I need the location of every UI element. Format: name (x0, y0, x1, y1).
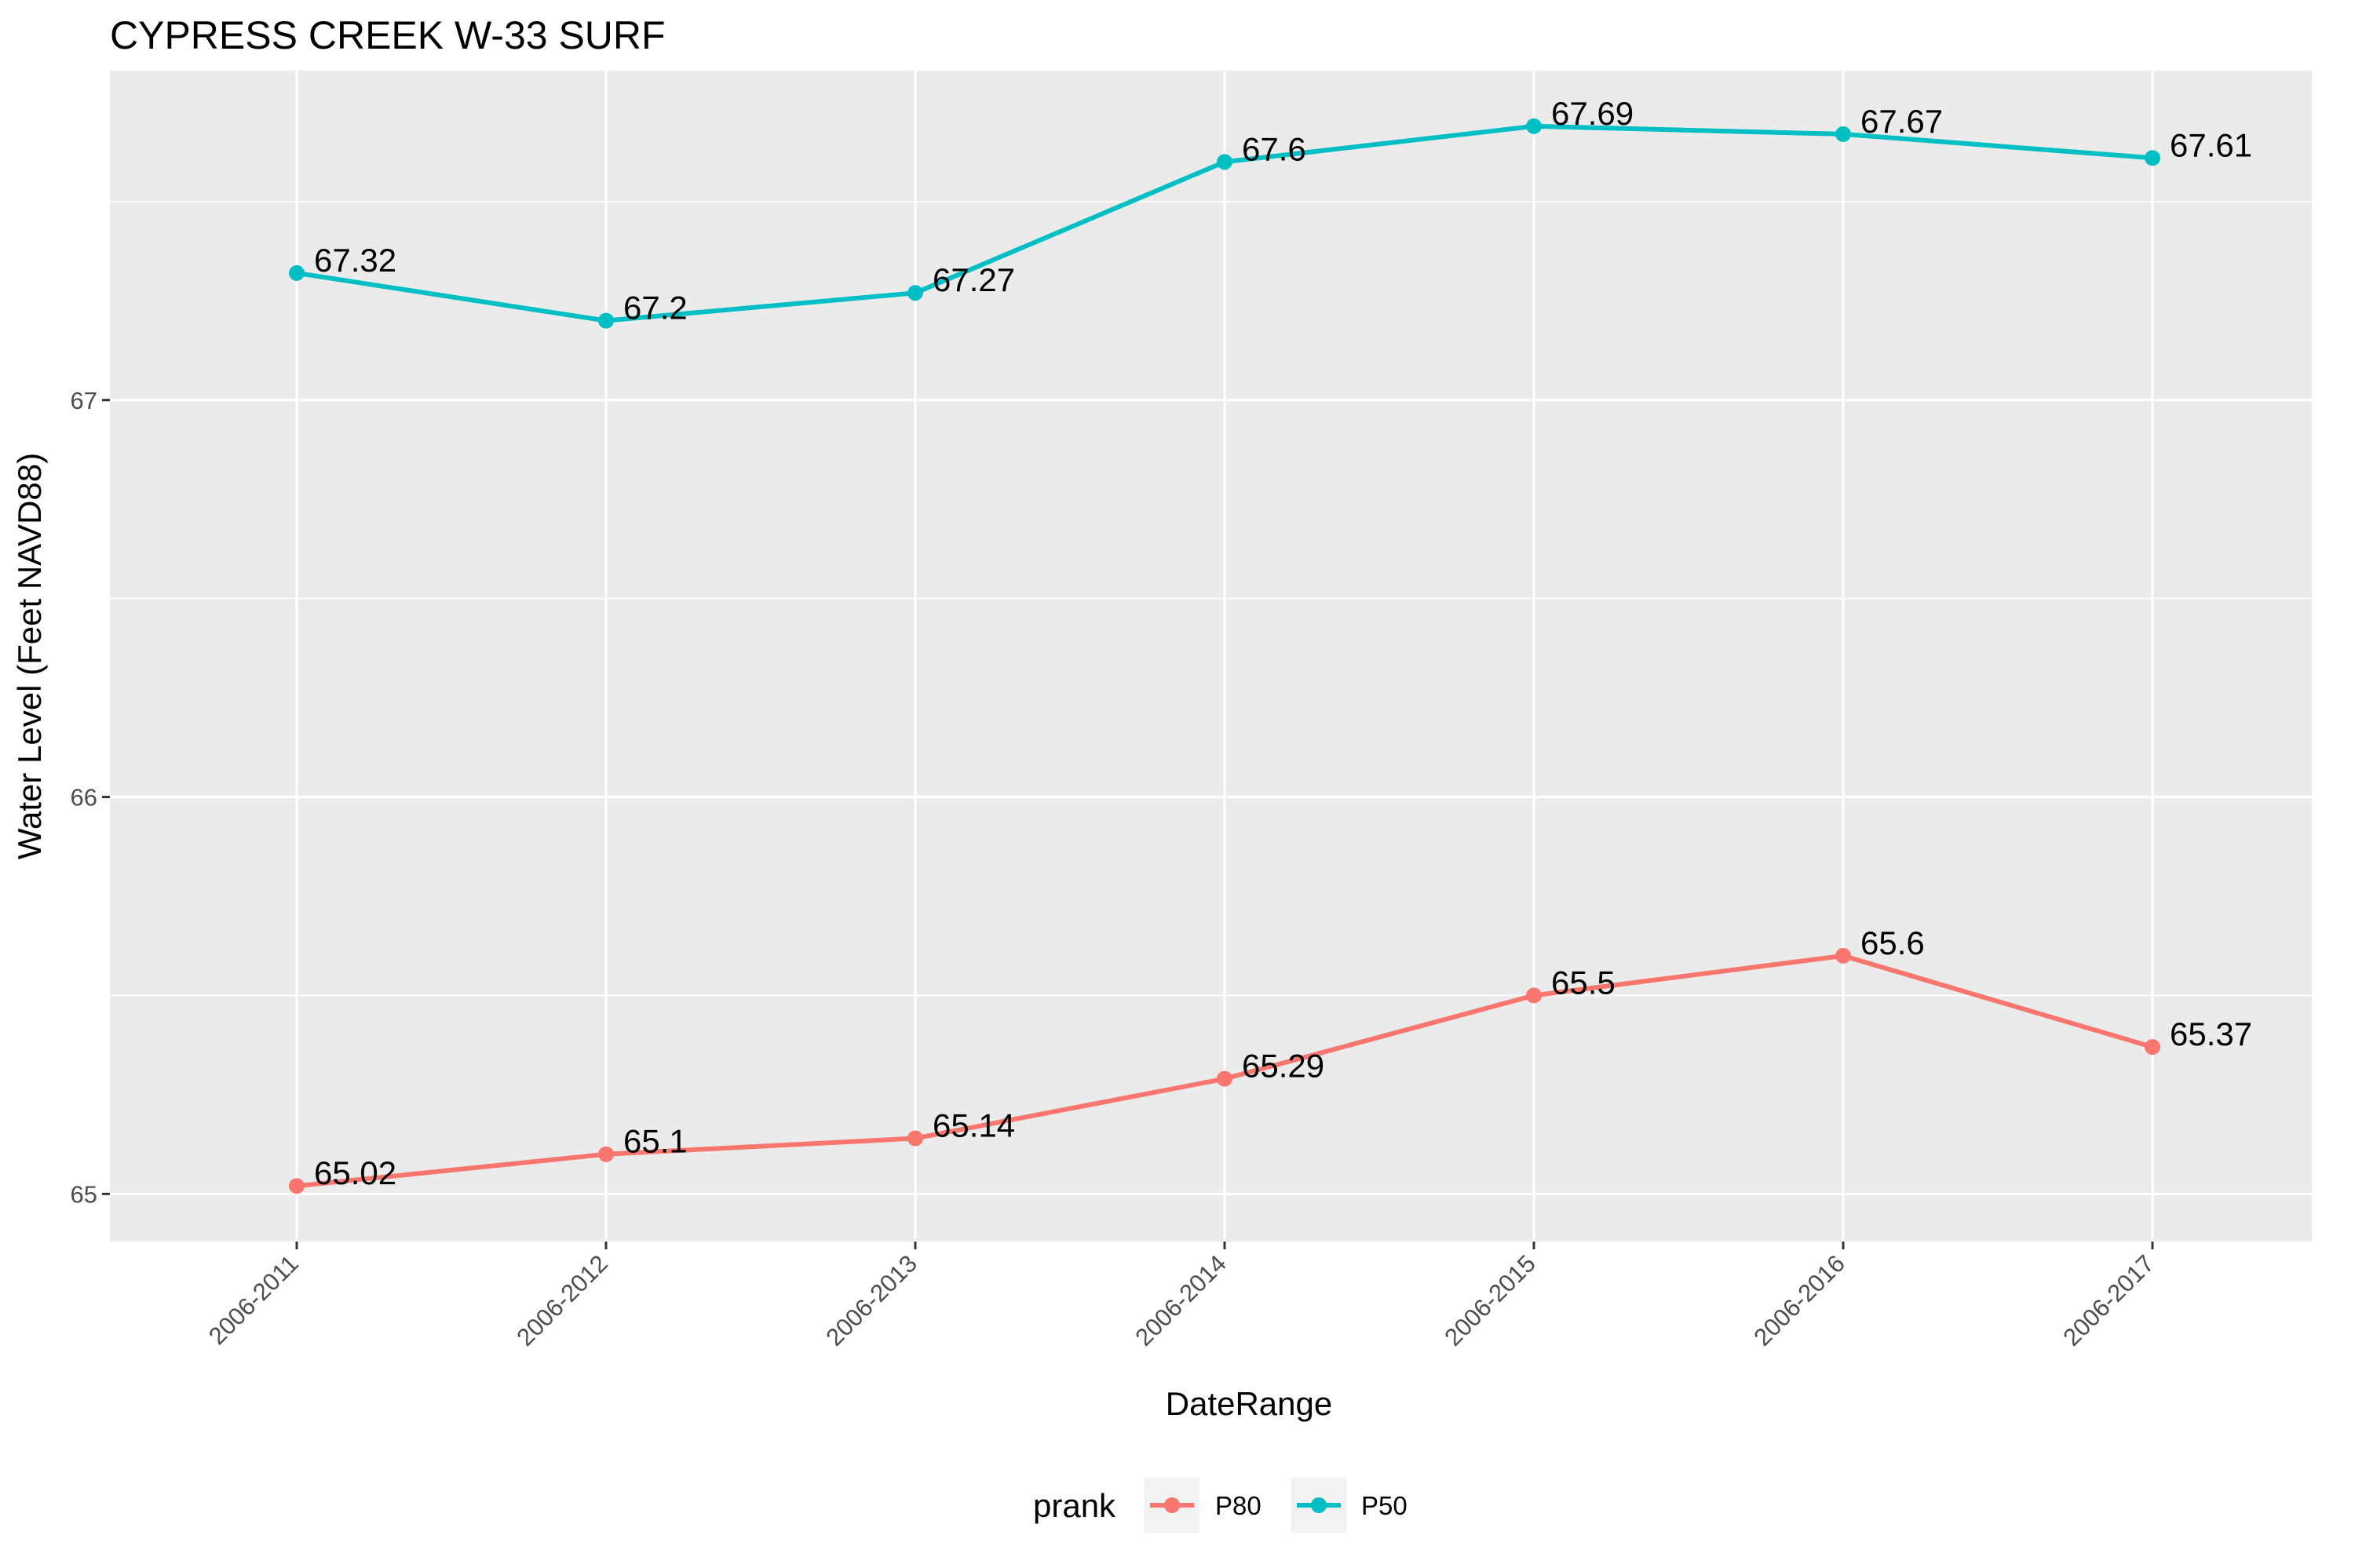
x-tick-label: 2006-2016 (1748, 1249, 1850, 1351)
plot-panel (110, 71, 2312, 1242)
data-point-p50 (289, 264, 305, 281)
x-tick-label: 2006-2011 (203, 1249, 304, 1350)
y-tick-label: 66 (71, 784, 97, 811)
legend-title: prank (1033, 1487, 1116, 1524)
data-label-p80: 65.02 (314, 1154, 396, 1191)
data-point-p50 (907, 285, 923, 301)
data-label-p50: 67.67 (1860, 103, 1943, 140)
y-tick-label: 65 (71, 1180, 97, 1208)
data-point-p80 (1835, 947, 1851, 964)
data-point-p50 (1526, 118, 1542, 134)
data-point-p80 (2145, 1039, 2160, 1056)
data-label-p80: 65.5 (1551, 964, 1616, 1001)
data-label-p50: 67.6 (1242, 130, 1306, 167)
legend-label-p50: P50 (1361, 1491, 1408, 1520)
series-points (289, 118, 2160, 1194)
data-point-p80 (289, 1178, 305, 1194)
x-axis-title: DateRange (1166, 1385, 1332, 1422)
data-point-p50 (598, 312, 614, 329)
x-tick-label: 2006-2013 (820, 1249, 922, 1351)
data-labels: 65.02 65.1 65.14 65.29 65.5 65.6 65.37 67.32 67.… (314, 95, 2252, 1191)
legend-label-p80: P80 (1215, 1491, 1261, 1520)
x-tick-label: 2006-2012 (511, 1249, 613, 1351)
data-label-p80: 65.29 (1242, 1048, 1324, 1085)
data-point-p50 (1835, 126, 1851, 142)
data-point-p80 (1526, 987, 1542, 1004)
data-label-p80: 65.14 (933, 1107, 1015, 1144)
data-label-p80: 65.6 (1860, 924, 1925, 961)
data-label-p50: 67.32 (314, 242, 396, 279)
y-axis: 65 66 67 (71, 387, 110, 1208)
x-tick-label: 2006-2014 (1130, 1249, 1232, 1351)
chart-title: CYPRESS CREEK W-33 SURF (110, 13, 666, 57)
legend: prank P80 P50 (1033, 1478, 1408, 1533)
x-axis: 2006-2011 2006-2012 2006-2013 2006-2014 2006… (203, 1242, 2160, 1351)
y-tick-label: 67 (71, 387, 97, 414)
data-point-p80 (907, 1130, 923, 1147)
data-label-p50: 67.69 (1551, 95, 1634, 132)
x-tick-label: 2006-2015 (1439, 1249, 1541, 1351)
data-label-p80: 65.1 (623, 1123, 688, 1160)
legend-marker-p80 (1164, 1497, 1180, 1513)
data-point-p50 (1217, 154, 1232, 170)
data-label-p50: 67.61 (2170, 126, 2252, 163)
data-label-p50: 67.2 (623, 290, 688, 326)
y-axis-title: Water Level (Feet NAVD88) (11, 453, 48, 859)
legend-entries: P80 P50 (1145, 1478, 1408, 1533)
data-label-p80: 65.37 (2170, 1016, 2252, 1052)
legend-marker-p50 (1311, 1497, 1327, 1513)
data-point-p80 (1217, 1070, 1232, 1087)
data-label-p50: 67.27 (933, 261, 1015, 298)
minor-gridlines (110, 201, 2312, 997)
x-tick-label: 2006-2017 (2057, 1249, 2160, 1351)
data-point-p50 (2145, 150, 2160, 166)
data-point-p80 (598, 1146, 614, 1162)
